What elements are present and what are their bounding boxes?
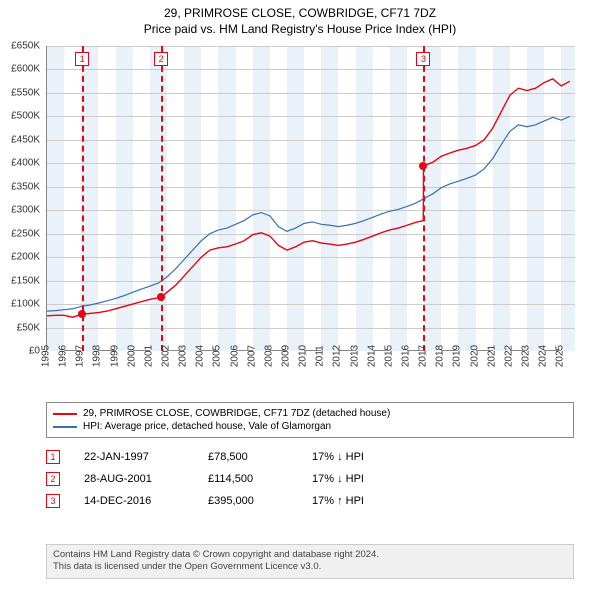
y-axis-label: £150K [0,275,40,286]
x-axis-label: 2025 [555,345,566,367]
x-axis-label: 2016 [401,345,412,367]
chart-subtitle: Price paid vs. HM Land Registry's House … [0,20,600,40]
x-axis-label: 2018 [435,345,446,367]
x-axis-label: 2004 [195,345,206,367]
x-axis-label: 2000 [126,345,137,367]
event-dot [78,310,86,318]
x-axis-label: 2020 [469,345,480,367]
y-axis-label: £50K [0,322,40,333]
y-axis-label: £500K [0,111,40,122]
x-axis-label: 1995 [41,345,52,367]
event-marker: 3 [416,52,430,66]
x-axis-label: 2012 [332,345,343,367]
x-axis-label: 2013 [349,345,360,367]
event-hpi: 17% ↑ HPI [312,495,402,507]
x-axis-label: 2014 [366,345,377,367]
x-axis-label: 2007 [246,345,257,367]
y-axis-label: £400K [0,158,40,169]
footer-line: Contains HM Land Registry data © Crown c… [53,549,567,561]
legend-label: HPI: Average price, detached house, Vale… [83,421,331,432]
y-axis-label: £0 [0,346,40,357]
x-axis-label: 1999 [109,345,120,367]
x-axis-label: 2010 [298,345,309,367]
y-axis-label: £200K [0,252,40,263]
chart-title: 29, PRIMROSE CLOSE, COWBRIDGE, CF71 7DZ [0,0,600,20]
series-hpi [47,116,570,311]
x-axis-label: 1997 [75,345,86,367]
y-axis-label: £600K [0,64,40,75]
event-date: 28-AUG-2001 [84,473,184,485]
plot-region: 1 2 3 [46,46,574,351]
event-dot [419,162,427,170]
footer-attribution: Contains HM Land Registry data © Crown c… [46,544,574,579]
x-axis-label: 1998 [92,345,103,367]
event-marker: 3 [46,494,60,508]
y-axis-label: £450K [0,134,40,145]
x-axis-label: 2024 [538,345,549,367]
x-axis-label: 2002 [161,345,172,367]
x-axis-label: 2011 [315,345,326,367]
event-dot [157,293,165,301]
legend-swatch [53,426,77,428]
event-date: 22-JAN-1997 [84,451,184,463]
x-axis-label: 2003 [178,345,189,367]
event-price: £78,500 [208,451,288,463]
x-axis-label: 2021 [486,345,497,367]
event-marker: 1 [75,52,89,66]
x-axis-label: 2005 [212,345,223,367]
x-axis-label: 2015 [383,345,394,367]
event-hpi: 17% ↓ HPI [312,473,402,485]
y-axis-label: £350K [0,181,40,192]
x-axis-label: 1996 [58,345,69,367]
y-axis-label: £300K [0,205,40,216]
x-axis-label: 2022 [503,345,514,367]
x-axis-label: 2019 [452,345,463,367]
y-axis-label: £250K [0,228,40,239]
legend-row: 29, PRIMROSE CLOSE, COWBRIDGE, CF71 7DZ … [53,407,567,420]
x-axis-label: 2001 [143,345,154,367]
event-price: £395,000 [208,495,288,507]
event-row: 1 22-JAN-1997 £78,500 17% ↓ HPI [46,446,574,468]
x-axis-label: 2023 [521,345,532,367]
event-marker: 2 [154,52,168,66]
series-price_paid [47,79,570,317]
event-price: £114,500 [208,473,288,485]
legend-box: 29, PRIMROSE CLOSE, COWBRIDGE, CF71 7DZ … [46,402,574,438]
events-table: 1 22-JAN-1997 £78,500 17% ↓ HPI 2 28-AUG-2001… [46,446,574,512]
event-row: 2 28-AUG-2001 £114,500 17% ↓ HPI [46,468,574,490]
x-axis-label: 2008 [263,345,274,367]
event-marker: 2 [46,472,60,486]
x-axis-label: 2009 [281,345,292,367]
legend-label: 29, PRIMROSE CLOSE, COWBRIDGE, CF71 7DZ … [83,408,390,419]
x-axis-label: 2006 [229,345,240,367]
event-marker: 1 [46,450,60,464]
x-axis-label: 2017 [418,345,429,367]
y-axis-label: £650K [0,41,40,52]
chart-area: 123 £0£50K£100K£150K£200K£250K£300K£350K… [46,46,574,396]
event-hpi: 17% ↓ HPI [312,451,402,463]
event-date: 14-DEC-2016 [84,495,184,507]
y-axis-label: £100K [0,299,40,310]
legend-row: HPI: Average price, detached house, Vale… [53,420,567,433]
event-row: 3 14-DEC-2016 £395,000 17% ↑ HPI [46,490,574,512]
legend-swatch [53,413,77,415]
series-svg [47,46,575,351]
footer-line: This data is licensed under the Open Gov… [53,561,567,573]
y-axis-label: £550K [0,87,40,98]
